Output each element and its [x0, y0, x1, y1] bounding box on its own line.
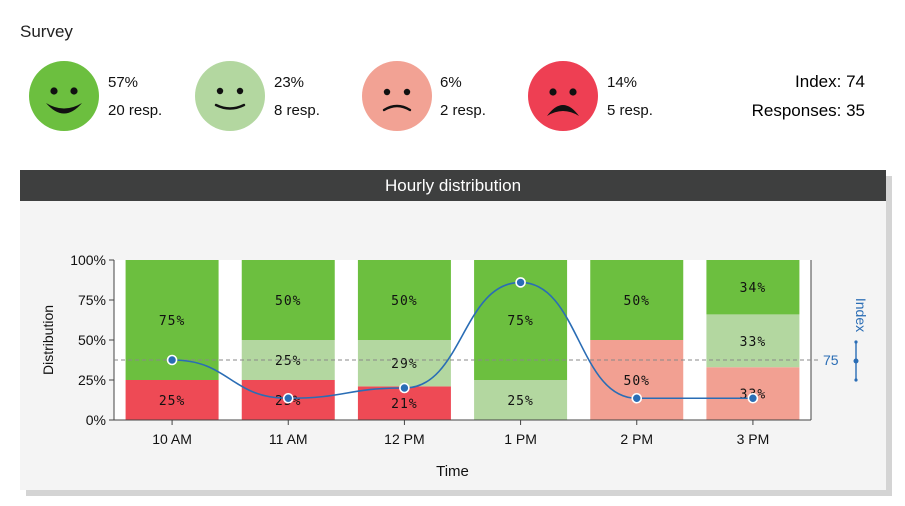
bar-value-label: 75%: [507, 314, 533, 329]
index-point: [399, 382, 410, 394]
bar-segment: [357, 340, 451, 387]
bar-value-label: 50%: [275, 294, 301, 309]
responses-summary: Responses: 35: [751, 101, 865, 120]
bar-segment: [474, 380, 568, 420]
x-tick-label: 10 AM: [152, 431, 192, 447]
answer-responses: 5 resp.: [607, 102, 653, 119]
x-axis-title: Time: [436, 463, 469, 480]
y-tick-label: 25%: [78, 372, 106, 388]
index-legend-marker: [853, 358, 859, 364]
y-axis-title: Distribution: [40, 305, 56, 375]
answer-responses: 8 resp.: [274, 102, 320, 119]
bar-value-label: 75%: [159, 314, 185, 329]
answer-responses: 2 resp.: [440, 102, 486, 119]
y2-axis-title: Index: [853, 298, 869, 332]
hourly-distribution-chart: 25%25%21%50%33%25%29%25%33%75%50%50%75%5…: [40, 252, 869, 480]
answer-responses: 20 resp.: [108, 102, 163, 119]
bar-segment: [706, 260, 800, 315]
bar-value-label: 25%: [159, 394, 185, 409]
y-tick-label: 100%: [70, 252, 106, 268]
bar-value-label: 25%: [507, 394, 533, 409]
plot-area: [114, 260, 811, 420]
index-reference-label: 75: [823, 352, 839, 368]
bar-segment: [125, 380, 219, 420]
x-tick-label: 2 PM: [620, 431, 653, 447]
bar-value-label: 34%: [740, 281, 766, 296]
index-point: [282, 392, 294, 404]
y-tick-label: 75%: [78, 292, 106, 308]
bar-segment: [706, 314, 800, 368]
bar-value-label: 50%: [624, 294, 650, 309]
bar-segment: [590, 260, 684, 340]
very-sad-face-icon: [528, 61, 598, 131]
x-tick-label: 12 PM: [384, 431, 424, 447]
hourly-distribution-panel: Hourly distribution 25% 25% 21% 50% 33% 25% 29…: [20, 170, 886, 490]
bar-value-label: 25%: [275, 354, 301, 369]
bar-segment: [241, 260, 335, 340]
index-point: [631, 392, 643, 404]
happy-face-icon: [195, 61, 265, 131]
index-summary: Index: 74: [795, 72, 865, 91]
x-tick-label: 1 PM: [504, 431, 537, 447]
x-tick-label: 3 PM: [737, 431, 770, 447]
answer-percent: 6%: [440, 74, 462, 91]
bar-value-label: 29%: [391, 357, 417, 372]
sad-face-icon: [362, 61, 432, 131]
y-tick-label: 0%: [86, 412, 106, 428]
answer-percent: 57%: [108, 74, 139, 91]
bar-value-label: 21%: [391, 397, 417, 412]
bar-value-label: 50%: [624, 374, 650, 389]
y-tick-label: 50%: [78, 332, 106, 348]
bar-value-label: 33%: [740, 335, 766, 350]
index-point: [515, 277, 526, 288]
index-legend-tick: [854, 340, 858, 344]
x-tick-label: 11 AM: [269, 431, 308, 447]
bar-segment: [590, 340, 684, 420]
very-happy-face-icon: [29, 61, 99, 131]
index-point: [166, 354, 178, 366]
answer-percent: 23%: [274, 74, 305, 91]
survey-title: Survey: [20, 22, 73, 41]
bar-value-label: 50%: [391, 294, 417, 309]
panel-title: Hourly distribution: [20, 170, 886, 201]
index-legend-tick: [854, 378, 858, 382]
index-point: [747, 392, 759, 404]
answer-percent: 14%: [607, 74, 638, 91]
bar-segment: [357, 260, 451, 340]
